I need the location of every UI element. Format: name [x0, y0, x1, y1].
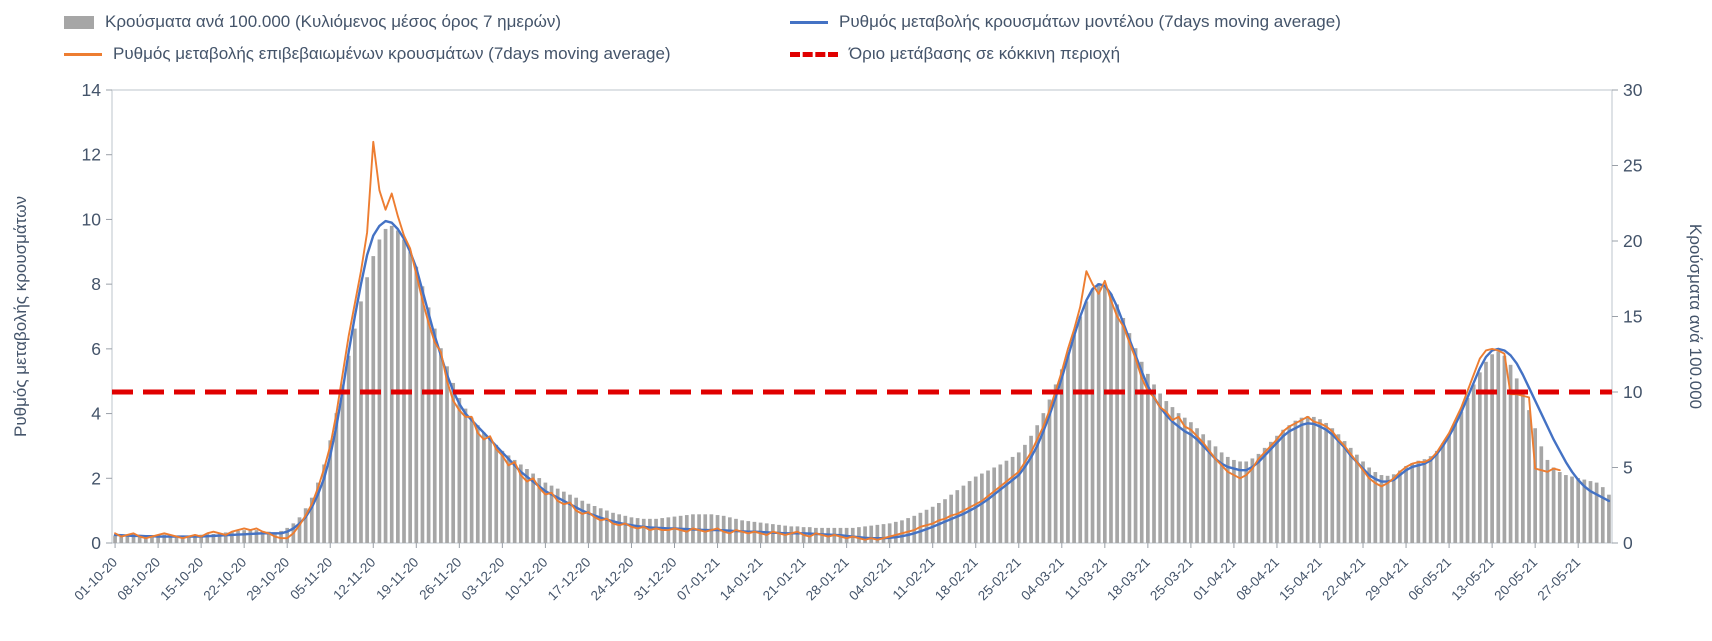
svg-text:08-10-20: 08-10-20	[114, 555, 163, 604]
svg-text:19-11-20: 19-11-20	[373, 555, 421, 603]
svg-text:31-12-20: 31-12-20	[631, 555, 680, 604]
svg-text:27-05-21: 27-05-21	[1534, 555, 1583, 604]
legend-item-red-zone-threshold: Όριο μετάβασης σε κόκκινη περιοχή	[790, 44, 1120, 64]
svg-text:22-10-20: 22-10-20	[200, 555, 249, 604]
svg-text:12: 12	[82, 145, 101, 165]
svg-text:24-12-20: 24-12-20	[588, 555, 637, 604]
svg-text:29-04-21: 29-04-21	[1362, 555, 1411, 604]
svg-text:22-04-21: 22-04-21	[1319, 555, 1368, 604]
svg-text:0: 0	[1623, 533, 1633, 553]
svg-text:15-10-20: 15-10-20	[157, 555, 206, 604]
svg-text:11-02-21: 11-02-21	[890, 555, 938, 603]
svg-text:4: 4	[91, 404, 101, 424]
svg-text:25-03-21: 25-03-21	[1147, 555, 1196, 604]
svg-text:18-03-21: 18-03-21	[1104, 555, 1153, 604]
svg-text:01-10-20: 01-10-20	[71, 555, 120, 604]
legend-label: Όριο μετάβασης σε κόκκινη περιοχή	[849, 44, 1121, 63]
svg-text:10: 10	[82, 209, 102, 229]
svg-text:5: 5	[1623, 458, 1633, 478]
svg-text:18-02-21: 18-02-21	[932, 555, 981, 604]
svg-text:15: 15	[1623, 307, 1642, 327]
svg-text:05-11-20: 05-11-20	[287, 555, 335, 603]
legend-item-model-rate: Ρυθμός μεταβολής κρουσμάτων μοντέλου (7d…	[790, 12, 1341, 32]
svg-text:12-11-20: 12-11-20	[330, 555, 378, 603]
svg-text:20: 20	[1623, 231, 1643, 251]
legend-label: Ρυθμός μεταβολής επιβεβαιωμένων κρουσμάτ…	[113, 44, 671, 63]
legend-label: Ρυθμός μεταβολής κρουσμάτων μοντέλου (7d…	[839, 12, 1341, 31]
x-axis-labels: 01-10-2008-10-2015-10-2022-10-2029-10-20…	[71, 543, 1583, 603]
svg-text:04-02-21: 04-02-21	[846, 555, 895, 604]
left-axis-title: Ρυθμός μεταβολής κρουσμάτων	[11, 196, 30, 437]
svg-text:03-12-20: 03-12-20	[459, 555, 508, 604]
svg-text:28-01-21: 28-01-21	[803, 555, 852, 604]
svg-text:2: 2	[91, 468, 101, 488]
legend-item-cases-per-100k: Κρούσματα ανά 100.000 (Κυλιόμενος μέσος …	[64, 12, 561, 32]
dashed-line-swatch-icon	[790, 51, 838, 57]
right-axis: 0 5 10 15 20 25 30	[1612, 80, 1643, 553]
svg-text:8: 8	[91, 274, 101, 294]
svg-text:15-04-21: 15-04-21	[1276, 555, 1325, 604]
svg-text:30: 30	[1623, 80, 1643, 100]
line-swatch-icon	[64, 52, 102, 56]
svg-text:29-10-20: 29-10-20	[244, 555, 293, 604]
svg-text:11-03-21: 11-03-21	[1062, 555, 1110, 603]
svg-text:21-01-21: 21-01-21	[760, 555, 809, 604]
svg-text:14-01-21: 14-01-21	[717, 555, 766, 604]
svg-text:01-04-21: 01-04-21	[1190, 555, 1239, 604]
svg-text:20-05-21: 20-05-21	[1491, 555, 1540, 604]
svg-text:26-11-20: 26-11-20	[416, 555, 464, 603]
svg-text:6: 6	[91, 339, 101, 359]
svg-text:0: 0	[91, 533, 101, 553]
svg-text:13-05-21: 13-05-21	[1448, 555, 1497, 604]
bar-swatch-icon	[64, 15, 94, 29]
axis-titles: Ρυθμός μεταβολής κρουσμάτων Κρούσματα ανά…	[11, 196, 1705, 437]
line-swatch-icon	[790, 20, 828, 24]
left-axis: 0 2 4 6 8 10 12 14	[82, 80, 112, 553]
legend-label: Κρούσματα ανά 100.000 (Κυλιόμενος μέσος …	[105, 12, 562, 31]
confirmed-line	[114, 140, 1561, 541]
svg-text:06-05-21: 06-05-21	[1405, 555, 1454, 604]
svg-text:08-04-21: 08-04-21	[1233, 555, 1282, 604]
legend-item-confirmed-rate: Ρυθμός μεταβολής επιβεβαιωμένων κρουσμάτ…	[64, 44, 671, 64]
svg-text:25-02-21: 25-02-21	[975, 555, 1024, 604]
svg-text:04-03-21: 04-03-21	[1018, 555, 1067, 604]
svg-text:10-12-20: 10-12-20	[502, 555, 551, 604]
svg-text:25: 25	[1623, 156, 1642, 176]
svg-text:14: 14	[82, 80, 102, 100]
svg-text:07-01-21: 07-01-21	[674, 555, 723, 604]
right-axis-title: Κρούσματα ανά 100.000	[1686, 224, 1705, 409]
svg-text:10: 10	[1623, 382, 1643, 402]
svg-text:17-12-20: 17-12-20	[545, 555, 594, 604]
